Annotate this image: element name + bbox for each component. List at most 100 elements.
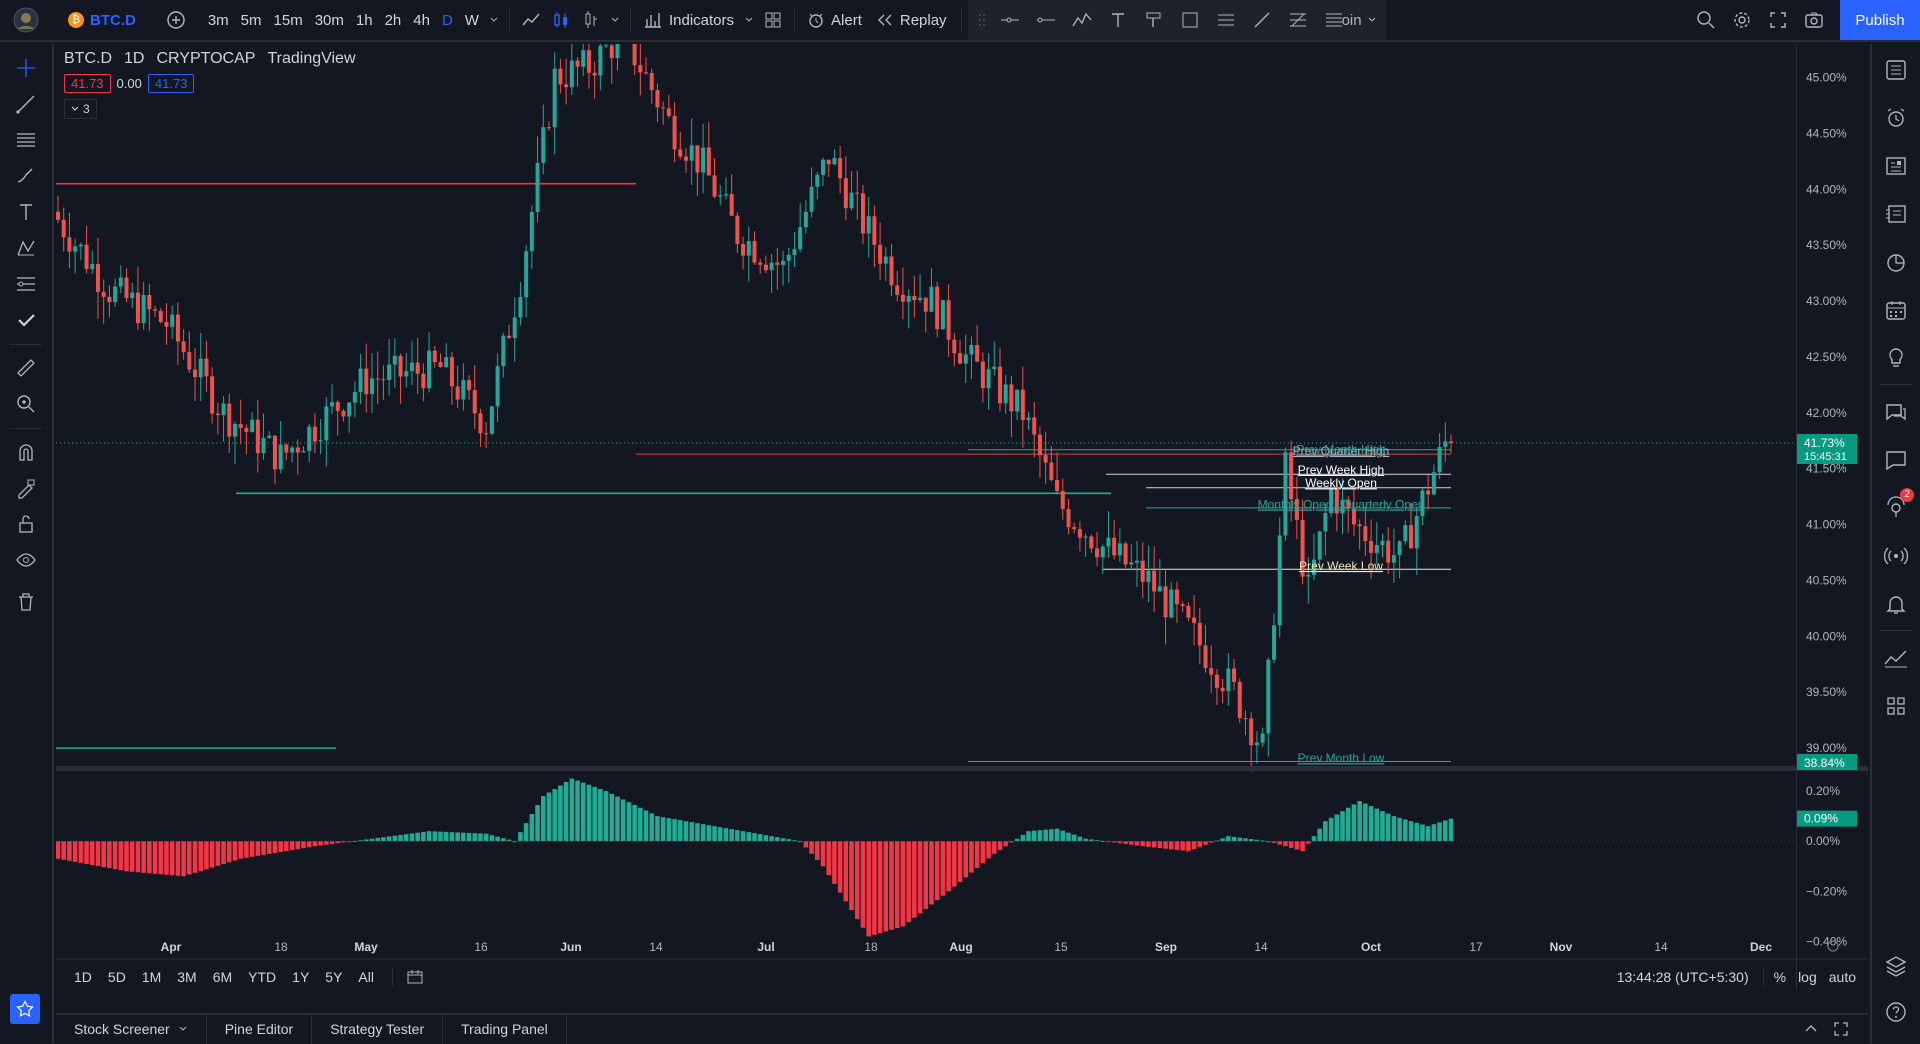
tab-strategy-tester[interactable]: Strategy Tester <box>312 1014 444 1044</box>
pine-script-icon[interactable] <box>1878 688 1914 724</box>
clock-label[interactable]: 13:44:28 (UTC+5:30) <box>1616 969 1749 985</box>
brush-icon[interactable] <box>8 158 44 194</box>
unlock-icon[interactable] <box>8 506 44 542</box>
settings-gear-icon[interactable] <box>1827 940 1839 952</box>
symbol-search[interactable]: ₿ BTC.D <box>68 0 136 41</box>
maximize-panel-icon[interactable] <box>1826 1014 1856 1044</box>
horizontal-line-icon[interactable] <box>1028 2 1064 38</box>
eye-icon[interactable] <box>8 542 44 578</box>
notifications-bell-icon[interactable] <box>1878 586 1914 622</box>
legend-title[interactable]: BTC.D 1D CRYPTOCAP TradingView <box>64 50 356 68</box>
range-5d-button[interactable]: 5D <box>107 969 126 985</box>
percent-toggle[interactable]: % <box>1773 969 1787 985</box>
line-chart-icon[interactable] <box>516 2 546 38</box>
path-icon[interactable] <box>1064 2 1100 38</box>
checkmark-icon[interactable] <box>8 302 44 338</box>
indicators-button[interactable]: Indicators <box>637 0 740 41</box>
candles-icon[interactable] <box>546 2 576 38</box>
publish-button[interactable]: Publish <box>1840 0 1920 40</box>
timeframe-w-button[interactable]: W <box>464 11 479 29</box>
streams-icon[interactable]: 2 <box>1878 488 1914 526</box>
bar-chart-type-icon[interactable] <box>576 2 606 38</box>
chart-area[interactable]: 45.00% 44.50% 44.00% 43.50% 43.00% 42.50% 42.0… <box>55 2 1868 990</box>
tab-pine-editor[interactable]: Pine Editor <box>207 1014 313 1044</box>
lock-drawing-icon[interactable] <box>8 470 44 506</box>
range-all-button[interactable]: All <box>358 969 374 985</box>
range-3m-button[interactable]: 3M <box>177 969 197 985</box>
messages-icon[interactable] <box>1878 442 1914 478</box>
prediction-icon[interactable] <box>8 266 44 302</box>
tab-stock-screener[interactable]: Stock Screener <box>56 1014 207 1044</box>
timeframe-1h-button[interactable]: 1h <box>355 11 373 29</box>
indicators-collapse-toggle[interactable]: 3 <box>64 99 97 119</box>
timeframe-3m-button[interactable]: 3m <box>207 11 229 29</box>
sell-button[interactable]: 41.73 <box>64 74 111 93</box>
ruler-icon[interactable] <box>8 350 44 386</box>
drag-handle-icon[interactable] <box>972 2 992 38</box>
economic-calendar-icon[interactable] <box>1878 292 1914 328</box>
data-window-icon[interactable] <box>1878 148 1914 184</box>
camera-icon[interactable] <box>1796 2 1832 38</box>
compare-add-icon[interactable] <box>158 2 194 38</box>
chevron-down-icon[interactable] <box>485 2 503 38</box>
favorites-star-button[interactable] <box>10 994 40 1024</box>
zoom-icon[interactable] <box>8 386 44 422</box>
broadcast-icon[interactable] <box>1878 538 1914 574</box>
text-tool-icon[interactable] <box>1100 2 1136 38</box>
ideas-bulb-icon[interactable] <box>1878 340 1914 376</box>
fullscreen-icon[interactable] <box>1760 2 1796 38</box>
range-1y-button[interactable]: 1Y <box>292 969 310 985</box>
strategy-icon[interactable] <box>1878 640 1914 676</box>
chart-canvas[interactable]: 45.00% 44.50% 44.00% 43.50% 43.00% 42.50% 42.0… <box>55 2 1868 990</box>
rectangle-tool-icon[interactable] <box>1172 2 1208 38</box>
tab-trading-panel[interactable]: Trading Panel <box>443 1014 567 1044</box>
timeframe-2h-button[interactable]: 2h <box>384 11 402 29</box>
crosshair-icon[interactable] <box>8 50 44 86</box>
range-5y-button[interactable]: 5Y <box>325 969 343 985</box>
timeframe-30m-button[interactable]: 30m <box>314 11 344 29</box>
pane-separator[interactable] <box>56 766 1868 771</box>
templates-grid-icon[interactable] <box>758 2 788 38</box>
trend-line-tool-icon[interactable] <box>8 86 44 122</box>
layers-icon[interactable] <box>1878 948 1914 984</box>
goto-date-icon[interactable] <box>403 965 427 989</box>
paint-roller-icon[interactable] <box>1136 2 1172 38</box>
magnet-icon[interactable] <box>8 434 44 470</box>
search-icon[interactable] <box>1688 2 1724 38</box>
buy-button[interactable]: 41.73 <box>147 74 195 93</box>
pattern-icon[interactable] <box>8 230 44 266</box>
candle <box>1192 595 1197 646</box>
fib-tool-icon[interactable] <box>8 122 44 158</box>
fib-retracement-icon[interactable] <box>1280 2 1316 38</box>
range-6m-button[interactable]: 6M <box>212 969 233 985</box>
timeframe-5m-button[interactable]: 5m <box>240 11 262 29</box>
chevron-down-icon[interactable] <box>740 2 758 38</box>
parallel-channel-icon[interactable] <box>1208 2 1244 38</box>
help-icon[interactable] <box>1878 994 1914 1030</box>
gear-icon[interactable] <box>1724 2 1760 38</box>
timeframe-4h-button[interactable]: 4h <box>413 11 430 29</box>
calendar-icon[interactable] <box>1878 244 1914 280</box>
range-1d-button[interactable]: 1D <box>74 969 92 985</box>
alerts-clock-icon[interactable] <box>1878 100 1914 136</box>
user-avatar[interactable] <box>8 2 44 38</box>
timeframe-d-button[interactable]: D <box>441 11 453 29</box>
trash-icon[interactable] <box>8 584 44 620</box>
chevron-up-icon[interactable] <box>1796 1014 1826 1044</box>
alert-button[interactable]: Alert <box>801 0 868 41</box>
timeframe-15m-button[interactable]: 15m <box>273 11 303 29</box>
range-1m-button[interactable]: 1M <box>141 969 162 985</box>
log-toggle[interactable]: log <box>1798 969 1817 985</box>
watchlist-icon[interactable] <box>1878 52 1914 88</box>
replay-button[interactable]: Replay <box>868 0 955 41</box>
auto-toggle[interactable]: auto <box>1828 969 1856 985</box>
hotlists-icon[interactable] <box>1878 196 1914 232</box>
chevron-down-icon[interactable] <box>606 2 624 38</box>
chevron-down-icon[interactable] <box>1362 2 1382 38</box>
trend-line-icon[interactable] <box>1244 2 1280 38</box>
text-icon[interactable] <box>8 194 44 230</box>
range-ytd-button[interactable]: YTD <box>248 969 277 985</box>
chats-icon[interactable] <box>1878 394 1914 430</box>
fib-levels-icon[interactable] <box>1316 2 1352 38</box>
horizontal-ray-icon[interactable] <box>992 2 1028 38</box>
